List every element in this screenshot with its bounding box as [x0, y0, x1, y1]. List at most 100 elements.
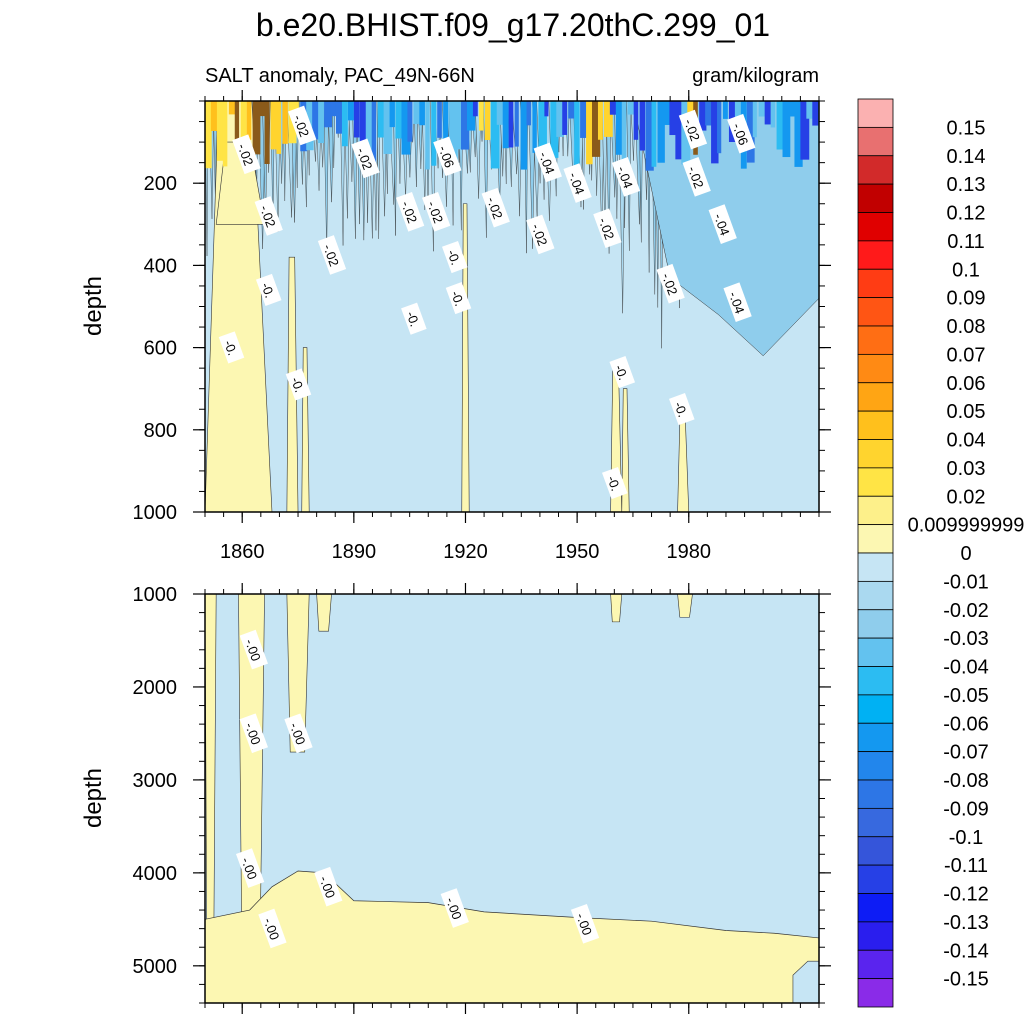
surface-anomaly-cell: [276, 101, 282, 154]
contour-label-bg: [317, 235, 347, 275]
colorbar-label: -0.12: [943, 884, 989, 906]
colorbar-label: -0.14: [943, 940, 989, 962]
surface-anomaly-cell: [520, 101, 528, 170]
surface-anomaly-cell: [592, 101, 601, 157]
colorbar-box: [857, 98, 894, 128]
surface-anomaly-cell: [431, 101, 437, 166]
colorbar-box: [857, 552, 894, 582]
contour-label: -.02: [317, 235, 347, 275]
contour-label-bg: [593, 208, 622, 249]
surface-anomaly-cell: [711, 101, 719, 164]
colorbar-label: -0.02: [943, 600, 989, 622]
surface-anomaly-cell: [425, 101, 430, 170]
surface-anomaly-cell: [687, 101, 695, 117]
colorbar-label: 0.08: [947, 316, 986, 338]
colorbar-box: [857, 439, 894, 469]
contour-label: -0.: [442, 240, 468, 274]
colorbar-box: [857, 807, 894, 838]
surface-anomaly-cell: [264, 101, 270, 164]
surface-anomaly-cell: [496, 101, 504, 125]
y-tick-label: 5000: [133, 956, 178, 978]
y-tick-label: 1000: [133, 584, 178, 606]
colorbar-label: -0.13: [943, 912, 989, 934]
lower-y-axis-label: depth: [80, 768, 107, 828]
surface-anomaly-cell: [472, 101, 478, 117]
colorbar-label: 0.02: [947, 486, 986, 508]
surface-anomaly-cell: [228, 101, 237, 115]
colorbar-label: 0.11: [947, 231, 984, 253]
contour-label: -.02: [254, 196, 283, 236]
contour-label-bg: [239, 629, 268, 670]
colorbar-box: [857, 978, 894, 1008]
surface-anomaly-cell: [788, 101, 798, 117]
contour-label-text: -0.: [221, 338, 240, 357]
lower-positive-regions: [205, 594, 819, 1003]
colorbar-box: [857, 495, 894, 526]
x-tick-label: 1860: [220, 541, 265, 563]
colorbar-label: -0.05: [943, 685, 989, 707]
surface-anomaly-cell: [586, 101, 593, 165]
contour-label-bg: [284, 713, 313, 754]
negative-pocket: [792, 960, 819, 1003]
contour-label-text: -.04: [726, 289, 748, 315]
contour-label-bg: [314, 866, 343, 907]
colorbar-label: 0: [960, 543, 971, 565]
negative-streak: [605, 101, 612, 254]
y-tick-label: 400: [144, 255, 177, 277]
lower-contour-fill: [205, 594, 819, 1003]
contour-label-bg: [533, 142, 562, 183]
contour-label-bg: [288, 105, 317, 146]
lower-x-axis: [204, 583, 820, 1014]
contour-label-text: -.00: [238, 855, 260, 881]
contour-label: -0.: [445, 282, 472, 315]
surface-anomaly-cell: [663, 101, 672, 125]
surface-anomaly-cell: [550, 101, 559, 158]
surface-anomaly-cell: [657, 101, 665, 163]
contour-label-bg: [218, 331, 245, 364]
surface-anomaly-cell: [401, 101, 411, 155]
contour-label: -.00: [314, 866, 343, 907]
colorbar-box: [857, 637, 894, 667]
surface-anomaly-cell: [478, 101, 484, 131]
surface-anomaly-cell: [270, 101, 280, 150]
y-tick-label: 4000: [133, 863, 178, 885]
contour-label-text: -.06: [730, 121, 752, 147]
contour-label: -.02: [351, 138, 380, 179]
surface-anomaly-cell: [568, 101, 575, 119]
contour-label: -.00: [239, 629, 268, 670]
contour-label-text: -.02: [484, 195, 506, 221]
contour-label: -.02: [395, 191, 425, 232]
contour-label-bg: [395, 191, 425, 232]
colorbar-label: 0.09: [947, 288, 986, 310]
colorbar-box: [857, 609, 894, 639]
surface-anomaly-cell: [455, 101, 463, 150]
contour-label: -.06: [727, 113, 756, 154]
surface-anomaly-cell: [776, 101, 786, 150]
contour-label: -0.: [609, 356, 636, 389]
surface-anomaly-cell: [645, 101, 654, 171]
surface-anomaly-cell: [639, 101, 646, 151]
surface-anomaly-cell: [580, 101, 589, 138]
surface-anomaly-cell: [627, 101, 637, 115]
surface-anomaly-cell: [717, 101, 722, 154]
contour-label-bg: [232, 134, 261, 175]
surface-anomaly-cell: [699, 101, 707, 131]
contour-label-text: -.00: [261, 916, 283, 942]
surface-anomaly-cell: [764, 101, 773, 125]
colorbar-box: [857, 580, 894, 611]
units-label: gram/kilogram: [692, 65, 819, 87]
contour-label-text: -.04: [536, 150, 558, 176]
colorbar-box: [857, 751, 894, 781]
figure-title: b.e20.BHIST.f09_g17.20thC.299_01: [256, 7, 770, 43]
surface-anomaly-cell: [318, 101, 324, 144]
contour-label-text: -.02: [681, 117, 703, 143]
contour-label: -.04: [563, 163, 592, 203]
contour-label-text: -.02: [529, 222, 551, 248]
colorbar-box: [857, 666, 894, 696]
upper-y-axis: 200 400 600 800 1000: [133, 100, 831, 524]
contour-label: -0.: [602, 466, 628, 500]
surface-anomaly-cell: [705, 101, 713, 126]
surface-anomaly-cell: [484, 101, 491, 140]
surface-anomaly-cell: [449, 101, 458, 164]
